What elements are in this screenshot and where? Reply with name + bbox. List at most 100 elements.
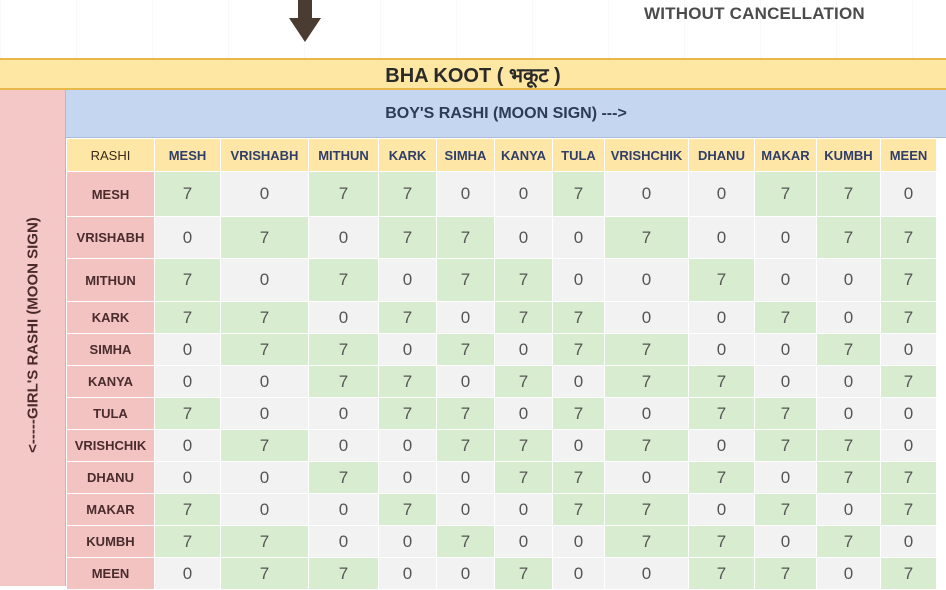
score-cell: 7 bbox=[494, 301, 553, 334]
row-label-kark: KARK bbox=[66, 301, 155, 334]
score-cell: 0 bbox=[880, 171, 937, 217]
girl-rashi-label: <-----GIRL'S RASHI (MOON SIGN) bbox=[24, 217, 42, 453]
score-cell: 0 bbox=[552, 525, 605, 558]
score-cell: 7 bbox=[552, 301, 605, 334]
score-cell: 0 bbox=[154, 333, 221, 366]
score-cell: 7 bbox=[688, 258, 755, 302]
score-cell: 7 bbox=[816, 461, 881, 494]
score-cell: 0 bbox=[880, 333, 937, 366]
arrow-head bbox=[289, 18, 321, 42]
score-cell: 7 bbox=[494, 461, 553, 494]
score-cell: 7 bbox=[220, 216, 309, 259]
score-cell: 0 bbox=[552, 365, 605, 398]
score-cell: 0 bbox=[220, 171, 309, 217]
score-cell: 0 bbox=[494, 397, 553, 430]
score-cell: 7 bbox=[816, 429, 881, 462]
score-cell: 0 bbox=[880, 525, 937, 558]
score-cell: 0 bbox=[604, 171, 689, 217]
score-cell: 7 bbox=[754, 493, 817, 526]
score-cell: 0 bbox=[816, 557, 881, 590]
score-cell: 0 bbox=[308, 525, 379, 558]
score-cell: 0 bbox=[816, 397, 881, 430]
score-cell: 0 bbox=[308, 397, 379, 430]
score-cell: 0 bbox=[220, 258, 309, 302]
score-cell: 7 bbox=[220, 333, 309, 366]
score-cell: 0 bbox=[308, 493, 379, 526]
table-row: MEEN 0 7 7 0 0 7 0 0 7 7 0 7 bbox=[66, 557, 937, 590]
score-cell: 7 bbox=[604, 365, 689, 398]
score-cell: 7 bbox=[494, 557, 553, 590]
score-cell: 0 bbox=[154, 461, 221, 494]
score-cell: 7 bbox=[220, 301, 309, 334]
bha-koot-table: RASHI MESH VRISHABH MITHUN KARK SIMHA KANYA TUL… bbox=[66, 138, 937, 590]
score-cell: 0 bbox=[378, 461, 437, 494]
score-cell: 0 bbox=[688, 301, 755, 334]
score-cell: 7 bbox=[552, 461, 605, 494]
score-cell: 0 bbox=[754, 216, 817, 259]
score-cell: 0 bbox=[308, 216, 379, 259]
score-cell: 7 bbox=[220, 429, 309, 462]
score-cell: 7 bbox=[308, 171, 379, 217]
girl-rashi-column: <-----GIRL'S RASHI (MOON SIGN) bbox=[0, 90, 66, 586]
score-cell: 7 bbox=[494, 365, 553, 398]
score-cell: 7 bbox=[494, 429, 553, 462]
score-cell: 7 bbox=[436, 525, 495, 558]
score-cell: 7 bbox=[688, 525, 755, 558]
score-cell: 7 bbox=[154, 301, 221, 334]
score-cell: 7 bbox=[816, 216, 881, 259]
score-cell: 0 bbox=[378, 333, 437, 366]
score-cell: 7 bbox=[308, 557, 379, 590]
table-title: BHA KOOT ( भकूट ) bbox=[0, 58, 946, 90]
table-row: VRISHCHIK 0 7 0 0 7 7 0 7 0 7 7 0 bbox=[66, 429, 937, 462]
score-cell: 7 bbox=[154, 493, 221, 526]
score-cell: 7 bbox=[552, 333, 605, 366]
table-header-row: RASHI MESH VRISHABH MITHUN KARK SIMHA KANYA TUL… bbox=[66, 138, 937, 172]
score-cell: 0 bbox=[754, 365, 817, 398]
score-cell: 7 bbox=[436, 333, 495, 366]
score-cell: 7 bbox=[688, 397, 755, 430]
score-cell: 0 bbox=[688, 493, 755, 526]
score-cell: 0 bbox=[436, 557, 495, 590]
score-cell: 0 bbox=[880, 397, 937, 430]
score-cell: 0 bbox=[494, 333, 553, 366]
score-cell: 7 bbox=[220, 557, 309, 590]
column-header-kumbh: KUMBH bbox=[816, 138, 881, 172]
row-label-vrishabh: VRISHABH bbox=[66, 216, 155, 259]
top-area: WITHOUT CANCELLATION bbox=[0, 0, 946, 58]
table-row: SIMHA 0 7 7 0 7 0 7 7 0 0 7 0 bbox=[66, 333, 937, 366]
arrow-shaft bbox=[298, 0, 312, 20]
score-cell: 7 bbox=[880, 365, 937, 398]
column-header-dhanu: DHANU bbox=[688, 138, 755, 172]
score-cell: 7 bbox=[378, 171, 437, 217]
row-label-kanya: KANYA bbox=[66, 365, 155, 398]
score-cell: 7 bbox=[436, 258, 495, 302]
score-cell: 0 bbox=[552, 216, 605, 259]
score-cell: 7 bbox=[880, 557, 937, 590]
score-cell: 7 bbox=[754, 171, 817, 217]
score-cell: 0 bbox=[220, 397, 309, 430]
table-row: MAKAR 7 0 0 7 0 0 7 7 0 7 0 7 bbox=[66, 493, 937, 526]
row-label-simha: SIMHA bbox=[66, 333, 155, 366]
score-cell: 0 bbox=[436, 171, 495, 217]
score-cell: 7 bbox=[552, 493, 605, 526]
score-cell: 0 bbox=[378, 557, 437, 590]
score-cell: 0 bbox=[754, 461, 817, 494]
row-label-meen: MEEN bbox=[66, 557, 155, 590]
column-header-simha: SIMHA bbox=[436, 138, 495, 172]
score-cell: 0 bbox=[552, 258, 605, 302]
score-cell: 7 bbox=[308, 365, 379, 398]
column-header-mithun: MITHUN bbox=[308, 138, 379, 172]
score-cell: 0 bbox=[154, 429, 221, 462]
row-label-kumbh: KUMBH bbox=[66, 525, 155, 558]
score-cell: 0 bbox=[494, 493, 553, 526]
table-row: DHANU 0 0 7 0 0 7 7 0 7 0 7 7 bbox=[66, 461, 937, 494]
score-cell: 7 bbox=[688, 365, 755, 398]
score-cell: 7 bbox=[688, 461, 755, 494]
score-cell: 0 bbox=[378, 525, 437, 558]
score-cell: 0 bbox=[604, 461, 689, 494]
score-cell: 7 bbox=[604, 216, 689, 259]
score-cell: 7 bbox=[880, 461, 937, 494]
score-cell: 0 bbox=[436, 365, 495, 398]
score-cell: 7 bbox=[378, 365, 437, 398]
score-cell: 7 bbox=[604, 429, 689, 462]
